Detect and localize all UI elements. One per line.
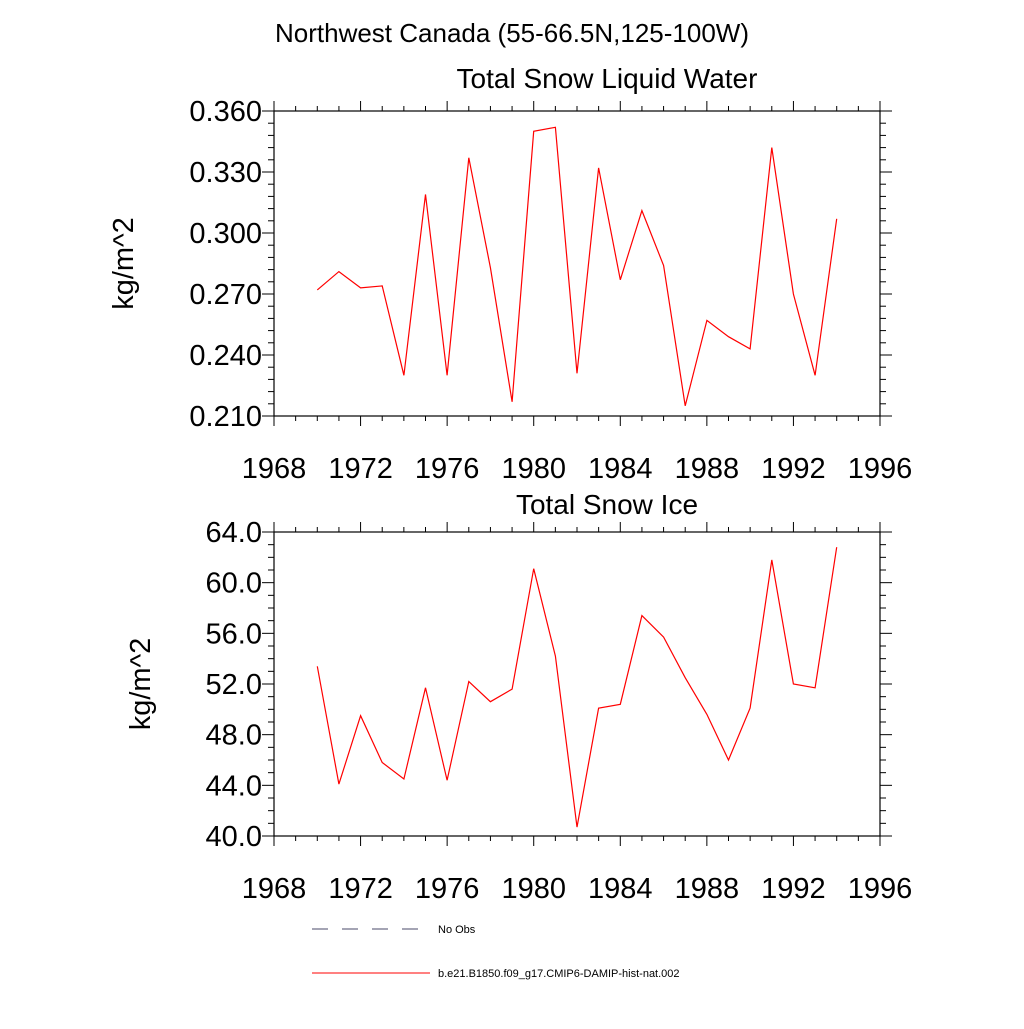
x-tick-label: 1980 [501,453,566,485]
x-tick-label: 1976 [415,873,480,905]
x-tick-label: 1984 [588,873,653,905]
y-tick-label: 56.0 [206,618,262,650]
plot-frame [273,531,881,837]
x-tick-label: 1980 [501,873,566,905]
y-tick-label: 44.0 [206,770,262,802]
series-line-1 [316,547,838,828]
series-line-1 [316,126,838,406]
y-tick-label: 0.240 [189,340,262,372]
legend: No Obs b.e21.B1850.f09_g17.CMIP6-DAMIP-hi… [312,924,680,980]
figure-title: Northwest Canada (55-66.5N,125-100W) [275,18,749,48]
y-axis-label: kg/m^2 [125,638,157,731]
y-tick-label: 0.360 [189,96,262,128]
x-tick-label: 1976 [415,453,480,485]
legend-label-1: No Obs [438,924,476,936]
y-tick-label: 0.330 [189,157,262,189]
y-tick-label: 48.0 [206,720,262,752]
y-tick-label: 64.0 [206,517,262,549]
x-tick-label: 1972 [328,873,393,905]
x-tick-label: 1984 [588,453,653,485]
x-tick-label: 1992 [761,873,826,905]
x-tick-label: 1988 [675,873,740,905]
x-tick-label: 1996 [848,873,913,905]
x-tick-label: 1996 [848,453,913,485]
y-axis-label: kg/m^2 [108,217,140,310]
legend-label-2: b.e21.B1850.f09_g17.CMIP6-DAMIP-hist-nat… [438,968,680,980]
chart-panel-1: Total Snow Liquid Water 1968 1972 1976 1980 1… [108,63,912,485]
y-tick-label: 0.210 [189,401,262,433]
y-tick-label: 40.0 [206,821,262,853]
y-tick-label: 52.0 [206,669,262,701]
x-tick-label: 1972 [328,453,393,485]
x-tick-label: 1968 [242,453,307,485]
y-tick-label: 60.0 [206,568,262,600]
y-tick-label: 0.300 [189,218,262,250]
chart-panel-2: Total Snow Ice 1968 1972 1976 1980 1984 1988 19… [125,489,912,905]
chart-title: Total Snow Liquid Water [457,63,758,94]
x-tick-label: 1968 [242,873,307,905]
x-tick-label: 1992 [761,453,826,485]
chart-title: Total Snow Ice [516,489,698,520]
x-tick-label: 1988 [675,453,740,485]
y-tick-label: 0.270 [189,279,262,311]
